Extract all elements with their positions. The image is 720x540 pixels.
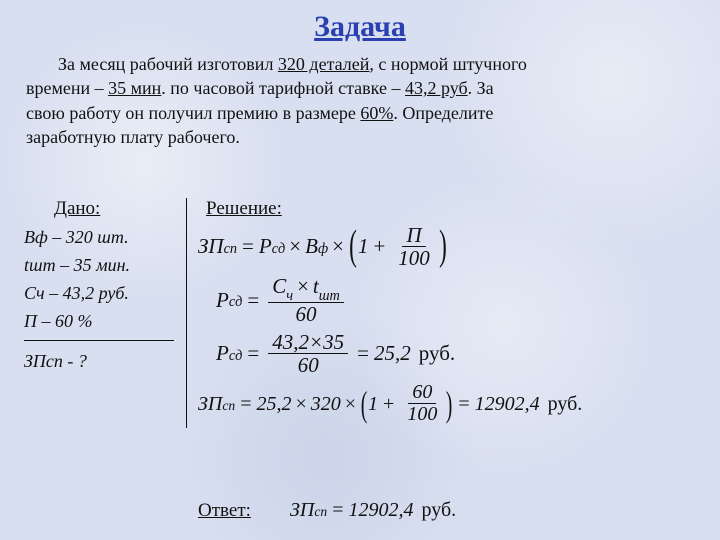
given-unknown: ЗПсп - ?: [24, 351, 186, 372]
equation-4: ЗПсп = 25,2×320× ( 1+ 60100 ) = 12902,4р…: [198, 382, 698, 425]
problem-statement: За месяц рабочий изготовил 320 деталей, …: [0, 44, 720, 149]
page-title: Задача: [0, 0, 720, 44]
solution-label: Решение:: [206, 198, 698, 220]
value-rate: 43,2 руб: [405, 78, 468, 98]
problem-text: . Определите: [393, 103, 493, 123]
problem-text: заработную плату рабочего.: [26, 127, 240, 147]
answer-label: Ответ:: [198, 500, 251, 522]
value-time: 35 мин: [108, 78, 161, 98]
given-block: Дано: Вф – 320 шт. tшт – 35 мин. Сч – 43…: [24, 198, 186, 379]
problem-text: , с нормой штучного: [369, 54, 526, 74]
problem-text: За месяц рабочий изготовил: [58, 54, 278, 74]
equation-3: Pсд = 43,2×35 60 = 25,2руб.: [216, 331, 698, 376]
problem-text: . по часовой тарифной ставке –: [161, 78, 405, 98]
given-line: Вф – 320 шт.: [24, 227, 186, 248]
solution-block: Решение: ЗПсп = Pсд × Bф × ( 1+ П100 ) P…: [198, 198, 698, 431]
given-label: Дано:: [54, 198, 186, 220]
value-bonus: 60%: [360, 103, 393, 123]
value-pieces: 320 деталей: [278, 54, 370, 74]
given-divider: [24, 340, 174, 341]
equation-1: ЗПсп = Pсд × Bф × ( 1+ П100 ): [198, 224, 698, 269]
problem-text: свою работу он получил премию в размере: [26, 103, 360, 123]
vertical-divider: [186, 198, 187, 428]
problem-text: времени –: [26, 78, 108, 98]
given-line: П – 60 %: [24, 311, 186, 332]
given-line: tшт – 35 мин.: [24, 255, 186, 276]
given-line: Сч – 43,2 руб.: [24, 283, 186, 304]
answer-equation: ЗПсп = 12902,4руб.: [290, 500, 456, 520]
problem-text: . За: [468, 78, 494, 98]
equation-2: Pсд = Сч×tшт 60: [216, 275, 698, 325]
